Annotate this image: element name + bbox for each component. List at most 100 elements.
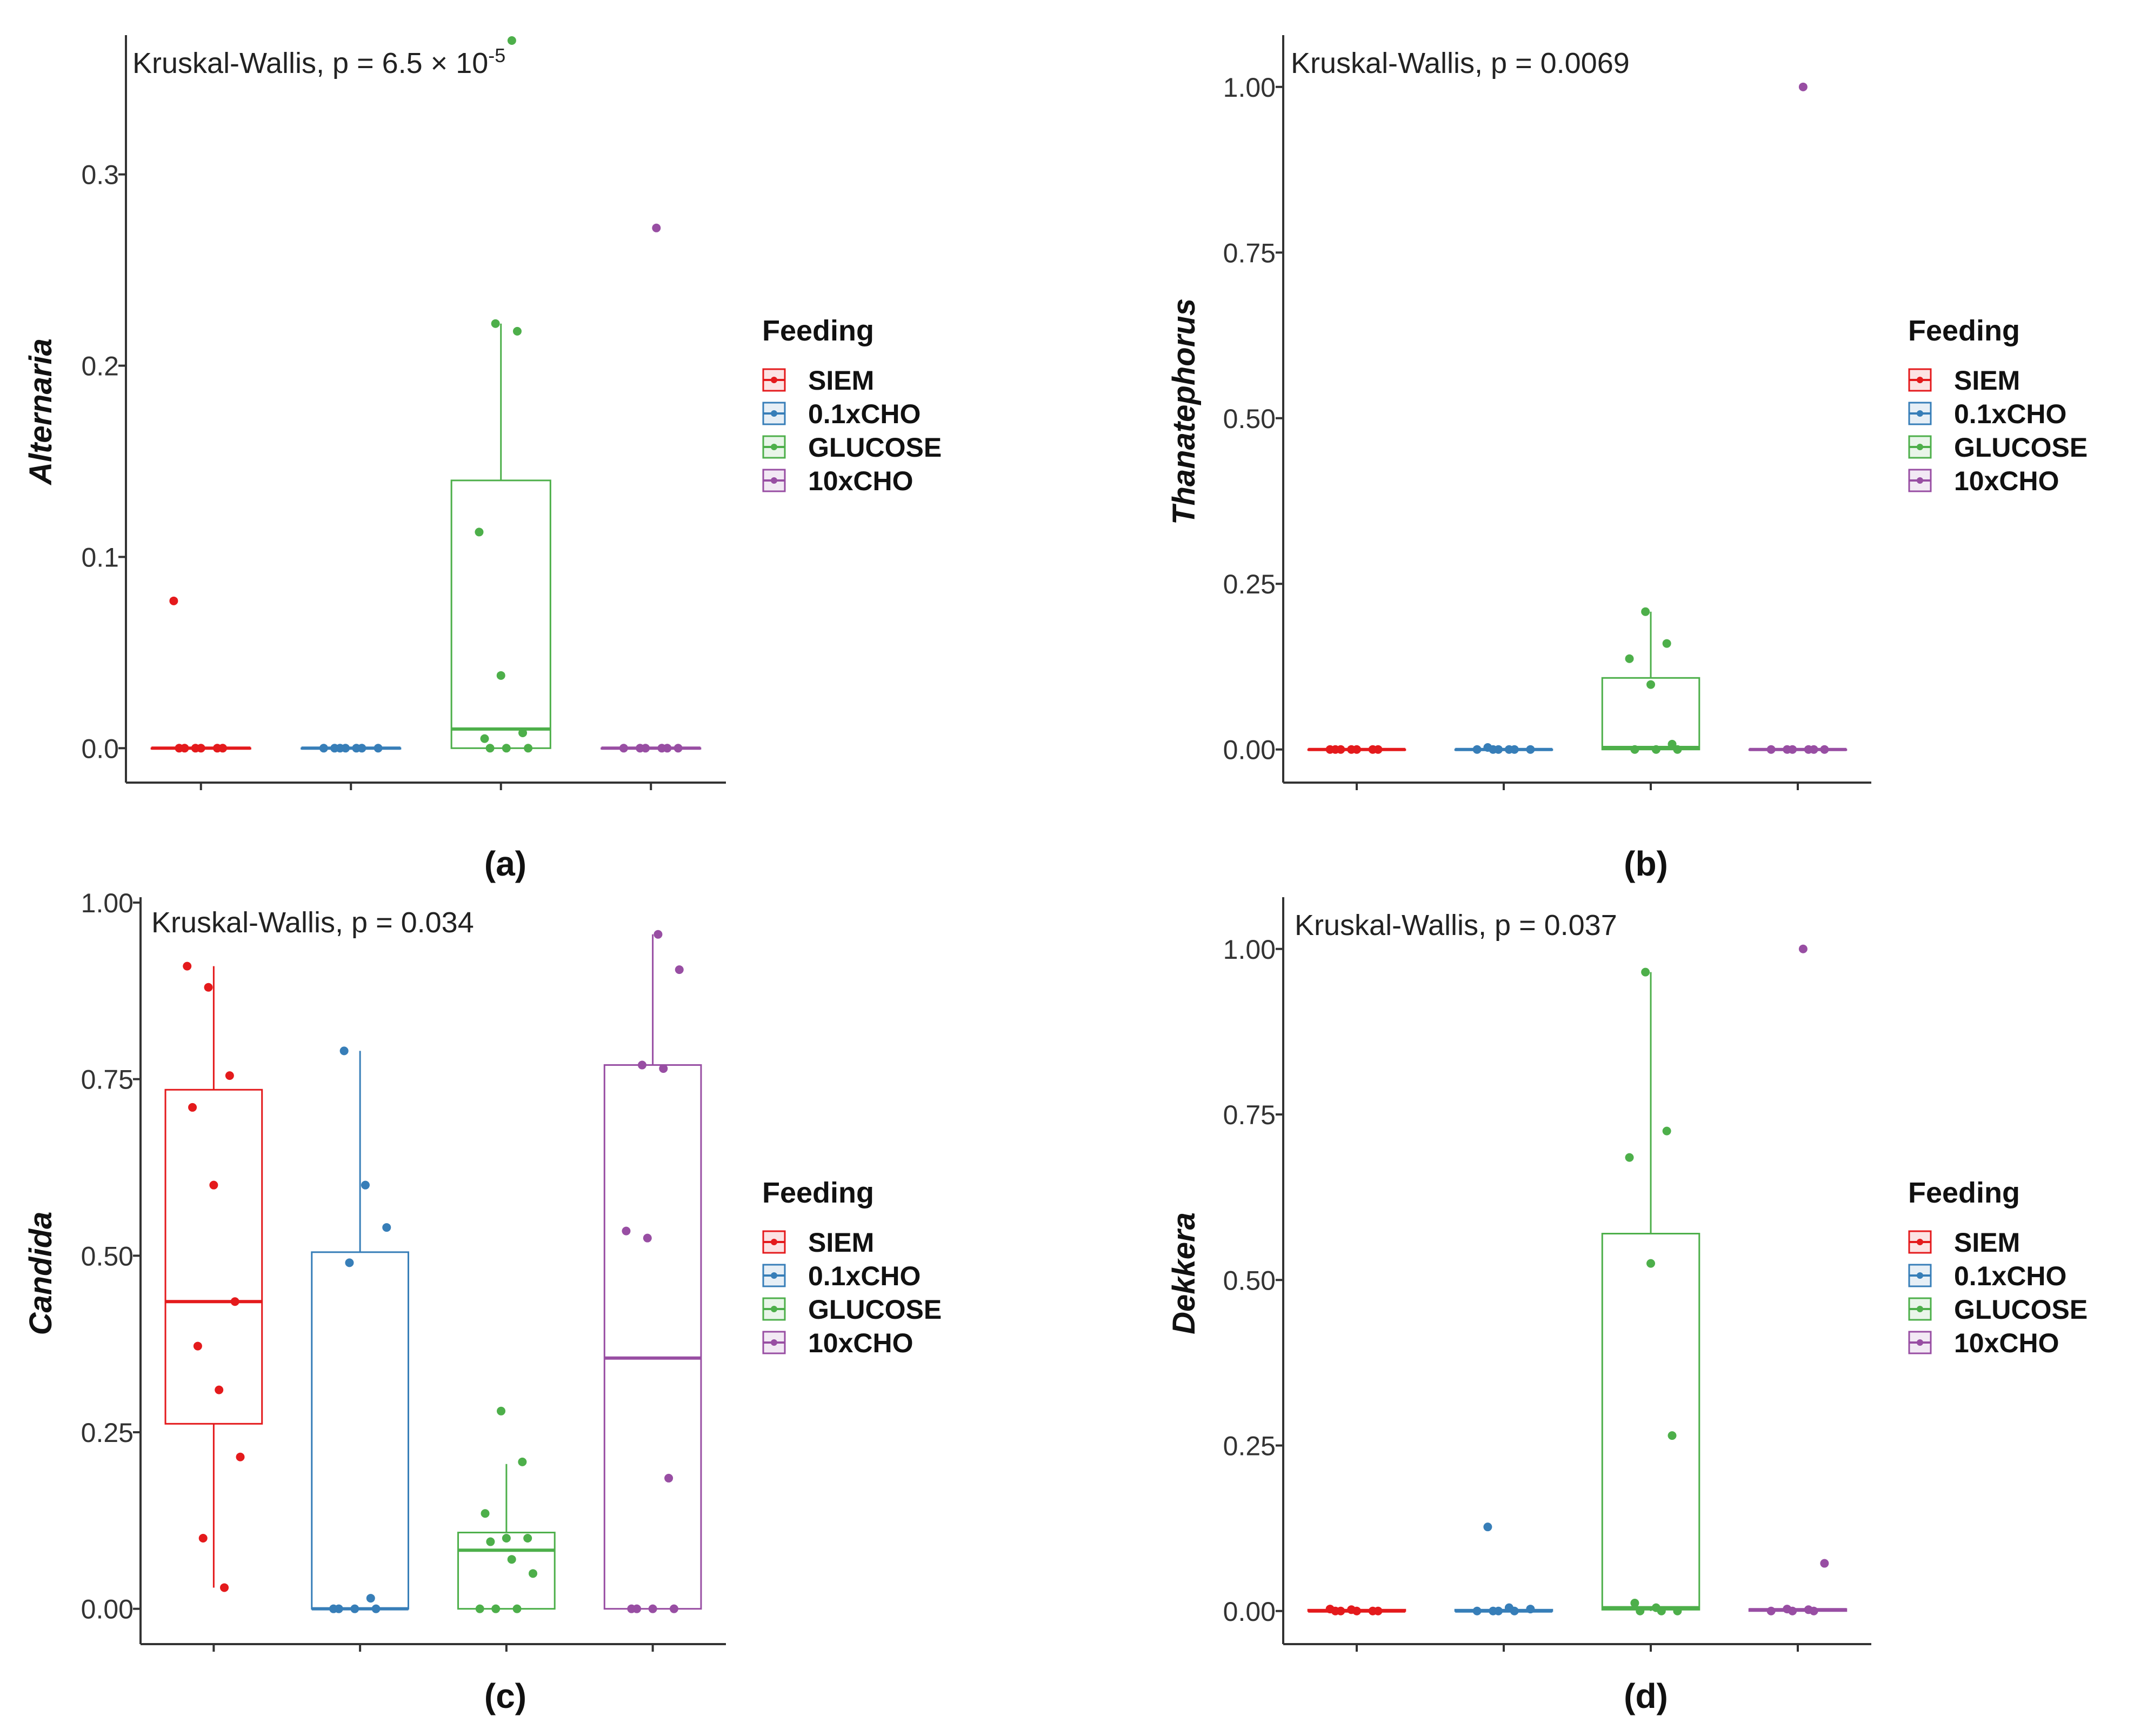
- data-point: [230, 1297, 239, 1306]
- series-0.1xCHO: [311, 1046, 409, 1613]
- data-point: [382, 1223, 391, 1232]
- y-tick-label: 0.75: [1223, 238, 1276, 268]
- data-point: [169, 596, 178, 605]
- series-SIEM: [164, 962, 263, 1592]
- y-tick-label: 0.2: [81, 351, 119, 382]
- data-point: [475, 528, 484, 537]
- data-point: [1673, 1606, 1682, 1615]
- data-point: [675, 965, 684, 974]
- data-point: [1651, 745, 1660, 754]
- data-point: [196, 744, 205, 753]
- data-point: [1494, 1606, 1503, 1615]
- y-tick-label: 0.50: [81, 1241, 134, 1271]
- data-point: [215, 1385, 224, 1394]
- y-tick-label: 1.00: [1223, 934, 1276, 965]
- data-point: [334, 1604, 343, 1613]
- legend-key-point: [771, 444, 777, 450]
- data-point: [1352, 745, 1361, 754]
- y-tick-label: 0.25: [81, 1418, 134, 1448]
- series-SIEM: [1307, 745, 1406, 754]
- data-point: [225, 1071, 234, 1080]
- data-point: [1766, 745, 1776, 754]
- legend-key-point: [771, 1239, 777, 1245]
- y-tick-label: 1.00: [1223, 72, 1276, 103]
- data-point: [361, 1180, 370, 1190]
- chart-panel-0: 0.0 0.1 0.2 0.3 Alternaria Kruskal-Wallis, p …: [23, 35, 942, 883]
- y-tick-label: 0.00: [1223, 735, 1276, 765]
- data-point: [188, 1103, 197, 1112]
- data-point: [341, 744, 350, 753]
- data-point: [374, 744, 383, 753]
- y-axis-label: Dekkera: [1166, 1212, 1202, 1334]
- data-point: [664, 1473, 673, 1483]
- legend-key-point: [1917, 1272, 1923, 1279]
- data-point: [366, 1594, 375, 1603]
- data-point: [1373, 745, 1383, 754]
- box: [450, 479, 551, 749]
- data-point: [1625, 654, 1634, 663]
- data-point: [1788, 1606, 1797, 1615]
- data-point: [180, 744, 189, 753]
- data-point: [673, 744, 683, 753]
- data-point: [491, 319, 500, 328]
- series-10xCHO: [1748, 944, 1848, 1615]
- legend-key-point: [771, 1339, 777, 1346]
- data-point: [641, 744, 650, 753]
- series-10xCHO: [603, 930, 702, 1613]
- data-point: [524, 744, 533, 753]
- box: [1601, 677, 1700, 751]
- series-0.1xCHO: [1454, 743, 1553, 754]
- legend-label: 10xCHO: [808, 1328, 913, 1358]
- chart-panel-1: 0.00 0.25 0.50 0.75 1.00 Thanatephorus Kruskal…: [1166, 35, 2088, 883]
- legend-key-point: [1917, 410, 1923, 417]
- y-axis-label: Candida: [23, 1212, 58, 1336]
- data-point: [1526, 1605, 1535, 1614]
- chart-panel-2: 0.00 0.25 0.50 0.75 1.00 Candida Kruskal-Walli…: [23, 888, 942, 1715]
- data-point: [1373, 1606, 1383, 1615]
- legend-key-point: [1917, 444, 1923, 450]
- legend-key-point: [771, 410, 777, 417]
- panel-label: (c): [484, 1677, 526, 1715]
- data-point: [1646, 680, 1655, 689]
- data-point: [512, 1604, 522, 1613]
- legend-key-point: [1917, 1339, 1923, 1346]
- y-tick-label: 0.50: [1223, 1265, 1276, 1296]
- data-point: [1641, 607, 1650, 616]
- data-point: [218, 744, 228, 753]
- data-point: [485, 744, 495, 753]
- series-0.1xCHO: [1454, 1523, 1553, 1615]
- data-point: [220, 1583, 229, 1592]
- legend-label: 0.1xCHO: [1954, 399, 2066, 429]
- data-point: [652, 223, 661, 232]
- data-point: [1820, 745, 1829, 754]
- y-tick-label: 1.00: [81, 888, 134, 918]
- series-GLUCOSE: [1601, 607, 1700, 754]
- data-point: [648, 1604, 657, 1613]
- data-point: [1472, 745, 1482, 754]
- series-SIEM: [150, 596, 251, 753]
- data-point: [512, 326, 522, 336]
- legend-label: 0.1xCHO: [1954, 1261, 2066, 1291]
- data-point: [480, 734, 489, 743]
- data-point: [1668, 1431, 1677, 1440]
- legend-title: Feeding: [762, 1177, 874, 1209]
- data-point: [1809, 1606, 1818, 1615]
- data-point: [357, 744, 366, 753]
- y-tick-label: 0.75: [1223, 1100, 1276, 1130]
- data-point: [350, 1604, 359, 1613]
- data-point: [1788, 745, 1797, 754]
- data-point: [491, 1604, 501, 1613]
- series-0.1xCHO: [301, 744, 402, 753]
- data-point: [1641, 967, 1650, 977]
- data-point: [319, 744, 328, 753]
- legend-label: GLUCOSE: [808, 1294, 942, 1325]
- data-point: [518, 728, 528, 737]
- data-point: [497, 1406, 506, 1415]
- data-point: [507, 36, 516, 45]
- legend-label: GLUCOSE: [1954, 432, 2088, 463]
- legend-title: Feeding: [1908, 1177, 2020, 1209]
- data-point: [1646, 1259, 1655, 1268]
- data-point: [1336, 745, 1345, 754]
